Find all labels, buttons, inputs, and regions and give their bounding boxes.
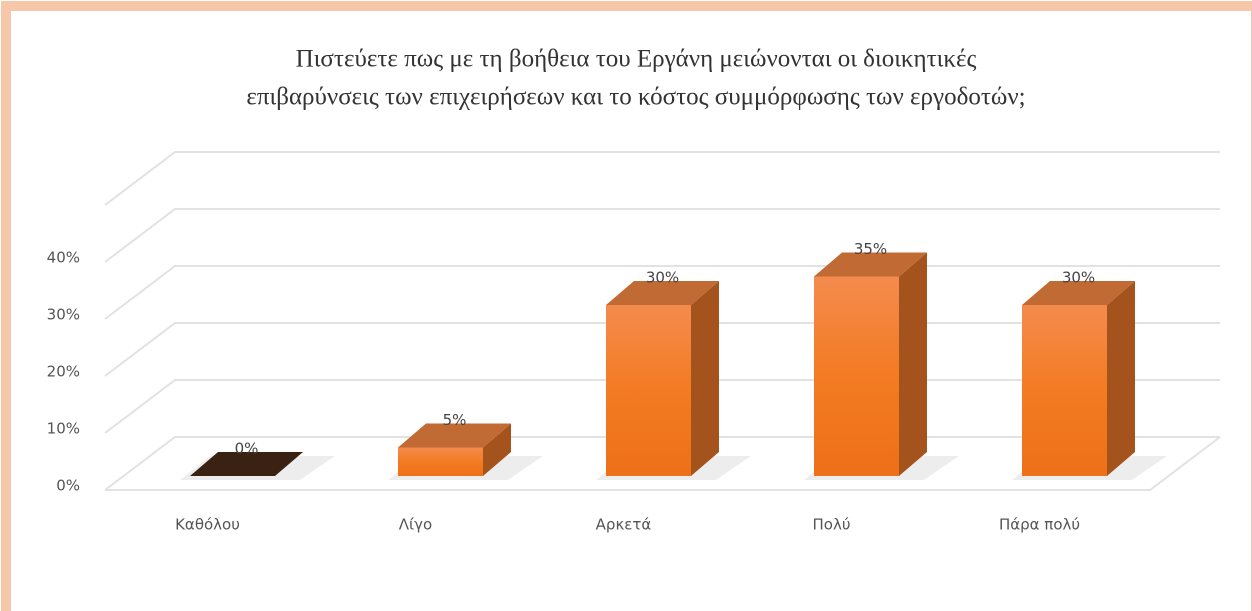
y-tick-label: 40% <box>47 249 80 267</box>
y-tick-label: 30% <box>47 306 80 324</box>
bar-side <box>483 423 511 476</box>
bar-side <box>899 252 927 476</box>
chart-title: επιβαρύνσεις των επιχειρήσεων και το κόσ… <box>246 84 1025 111</box>
value-label: 5% <box>443 411 467 429</box>
x-tick-label: Αρκετά <box>596 516 652 534</box>
bar-top <box>1022 281 1135 305</box>
bar <box>398 447 483 476</box>
bar-top <box>814 252 927 277</box>
value-label: 0% <box>235 440 259 458</box>
bar <box>814 276 899 476</box>
y-tick-label: 20% <box>47 363 80 381</box>
wall-top <box>104 151 1220 206</box>
y-tick-label: 10% <box>47 420 80 438</box>
floor-edge <box>105 436 1221 491</box>
value-label: 35% <box>854 240 887 258</box>
y-tick-label: 0% <box>56 477 80 495</box>
x-tick-label: Καθόλου <box>175 516 240 534</box>
bar-top <box>398 423 511 448</box>
bar-top <box>190 452 303 476</box>
bar-side <box>691 281 719 476</box>
bar-side <box>1107 281 1135 476</box>
x-tick-label: Πολύ <box>812 516 850 534</box>
x-tick-label: Πάρα πολύ <box>999 516 1080 534</box>
grid-line <box>104 208 1220 263</box>
value-label: 30% <box>646 269 679 287</box>
value-label: 30% <box>1062 269 1095 287</box>
bar <box>1022 305 1107 476</box>
bar-top <box>606 281 719 305</box>
chart-title: Πιστεύετε πως με τη βοήθεια του Εργάνη μ… <box>296 46 977 73</box>
bar <box>606 305 691 476</box>
x-tick-label: Λίγο <box>399 516 432 534</box>
